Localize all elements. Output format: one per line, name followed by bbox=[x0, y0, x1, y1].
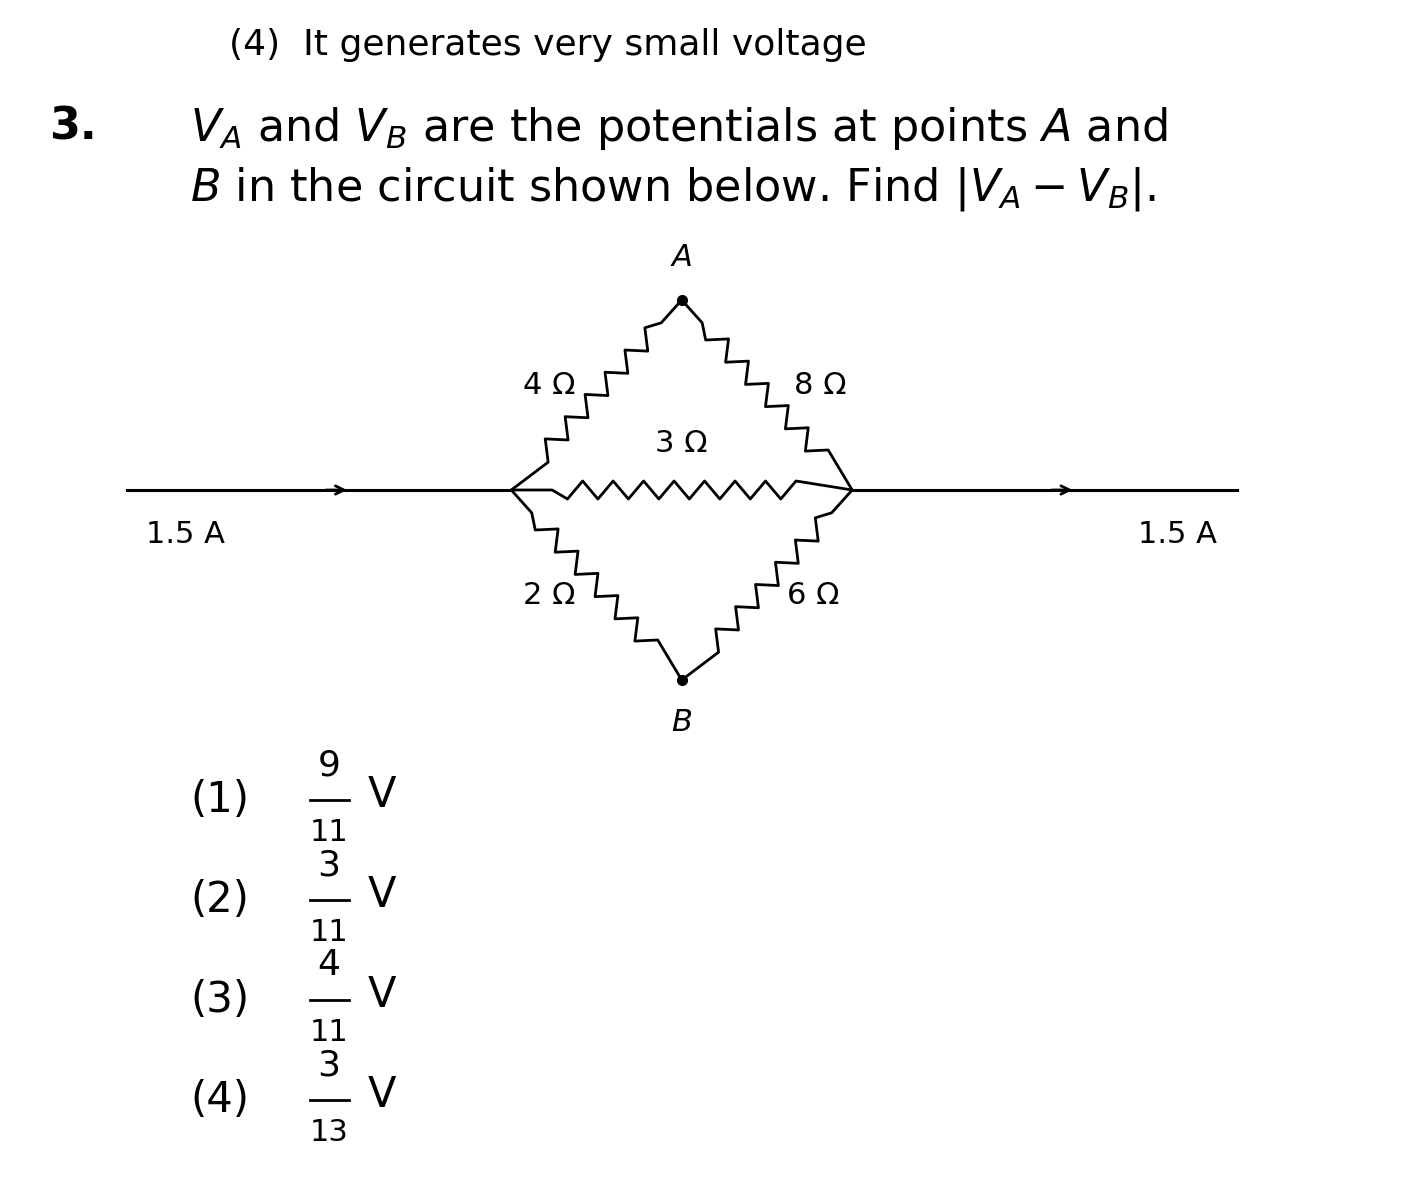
Text: (2): (2) bbox=[190, 878, 249, 922]
Text: (4): (4) bbox=[190, 1079, 249, 1121]
Text: 6 Ω: 6 Ω bbox=[788, 581, 840, 610]
Text: $B$ in the circuit shown below. Find $|V_A - V_B|$.: $B$ in the circuit shown below. Find $|V… bbox=[190, 164, 1155, 214]
Text: V: V bbox=[368, 874, 396, 916]
Text: 3: 3 bbox=[317, 848, 341, 882]
Text: 1.5 A: 1.5 A bbox=[147, 520, 225, 550]
Text: 8 Ω: 8 Ω bbox=[793, 371, 847, 400]
Text: V: V bbox=[368, 1074, 396, 1116]
Text: 3: 3 bbox=[317, 1048, 341, 1082]
Text: B: B bbox=[671, 708, 692, 737]
Text: (4)  It generates very small voltage: (4) It generates very small voltage bbox=[228, 28, 867, 62]
Text: 11: 11 bbox=[310, 818, 348, 847]
Text: V: V bbox=[368, 974, 396, 1016]
Text: 4 Ω: 4 Ω bbox=[523, 371, 575, 400]
Text: (1): (1) bbox=[190, 779, 249, 821]
Text: V: V bbox=[368, 774, 396, 816]
Text: 2 Ω: 2 Ω bbox=[523, 581, 575, 610]
Text: A: A bbox=[671, 242, 692, 272]
Text: 11: 11 bbox=[310, 918, 348, 947]
Text: 9: 9 bbox=[318, 748, 341, 782]
Text: (3): (3) bbox=[190, 979, 249, 1021]
Text: 11: 11 bbox=[310, 1018, 348, 1046]
Text: 1.5 A: 1.5 A bbox=[1138, 520, 1217, 550]
Text: 3.: 3. bbox=[49, 104, 96, 148]
Text: 13: 13 bbox=[310, 1118, 348, 1147]
Text: 4: 4 bbox=[317, 948, 341, 982]
Text: 3 Ω: 3 Ω bbox=[655, 428, 707, 458]
Text: $V_A$ and $V_B$ are the potentials at points $A$ and: $V_A$ and $V_B$ are the potentials at po… bbox=[190, 104, 1168, 152]
